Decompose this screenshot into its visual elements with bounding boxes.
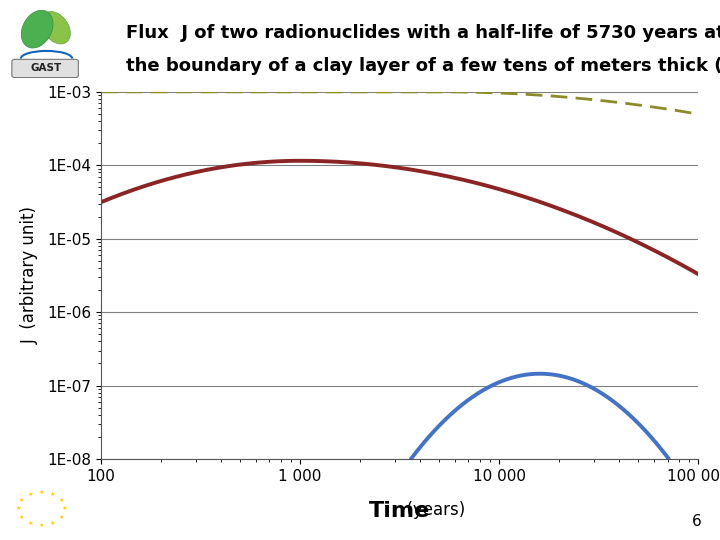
Text: 6: 6 <box>692 514 702 529</box>
Text: Time: Time <box>369 501 431 521</box>
Text: ★: ★ <box>16 507 22 511</box>
Text: ★: ★ <box>19 515 24 520</box>
Text: ★: ★ <box>58 515 64 520</box>
Text: Flux  J of two radionuclides with a half-life of 5730 years at: Flux J of two radionuclides with a half-… <box>126 24 720 42</box>
Text: (years): (years) <box>333 501 466 519</box>
Text: GAST: GAST <box>31 64 62 73</box>
Text: ★: ★ <box>27 492 33 497</box>
Text: ★: ★ <box>50 492 55 497</box>
Text: the boundary of a clay layer of a few tens of meters thick (L): the boundary of a clay layer of a few te… <box>126 57 720 75</box>
Text: ★: ★ <box>61 507 67 511</box>
Text: ★: ★ <box>50 521 55 526</box>
Y-axis label: J  (arbitrary unit): J (arbitrary unit) <box>21 206 39 345</box>
Ellipse shape <box>41 11 71 44</box>
FancyBboxPatch shape <box>12 59 78 78</box>
Text: ★: ★ <box>19 498 24 503</box>
Text: ★: ★ <box>27 521 33 526</box>
Text: ★: ★ <box>39 523 44 528</box>
Text: ★: ★ <box>58 498 64 503</box>
Ellipse shape <box>21 10 53 48</box>
Text: ★: ★ <box>39 490 44 495</box>
